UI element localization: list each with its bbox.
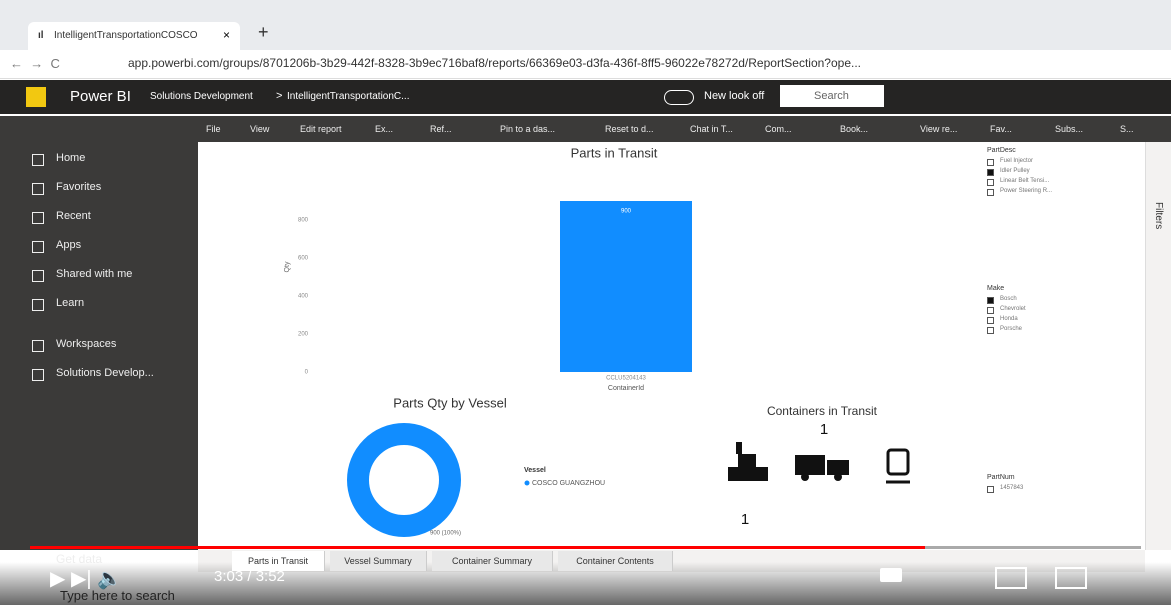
nav-icon — [32, 183, 44, 195]
nav-icon — [32, 340, 44, 352]
toolbar-item[interactable]: Ref... — [430, 124, 452, 134]
toolbar-item[interactable]: Subs... — [1055, 124, 1083, 134]
slicer-title: PartDesc — [987, 147, 1016, 154]
toolbar-item[interactable]: Chat in T... — [690, 124, 733, 134]
tab-title: IntelligentTransportationCOSCO — [54, 30, 214, 41]
y-axis-label: Qty — [284, 261, 291, 272]
toolbar-item[interactable]: Fav... — [990, 124, 1012, 134]
data-label: 900 — [621, 209, 632, 215]
slicer-item[interactable]: Honda — [1000, 316, 1018, 322]
theater-button[interactable] — [1055, 567, 1087, 589]
slicer-checkbox[interactable] — [987, 159, 994, 166]
filters-pane[interactable]: Filters — [1145, 142, 1171, 550]
toolbar-item[interactable]: Ex... — [375, 124, 393, 134]
progress-remaining[interactable] — [925, 546, 1141, 549]
y-tick-label: 200 — [298, 332, 309, 338]
slicer-title: PartNum — [987, 474, 1015, 481]
toolbar-item[interactable]: View re... — [920, 124, 957, 134]
nav-icon — [32, 212, 44, 224]
card-count: 1 — [741, 511, 749, 528]
y-tick-label: 400 — [298, 294, 309, 300]
toolbar-item[interactable]: Book... — [840, 124, 868, 134]
slicer-checkbox[interactable] — [987, 189, 994, 196]
address-bar: ← → C app.powerbi.com/groups/8701206b-3b… — [0, 50, 1171, 79]
nav-item[interactable]: Shared with me — [56, 268, 132, 280]
page-tab[interactable]: Container Summary — [432, 551, 553, 571]
bar — [560, 201, 692, 372]
taskbar-search[interactable]: Type here to search — [60, 588, 175, 603]
data-label: 900 (100%) — [430, 531, 461, 537]
slicer-item[interactable]: Fuel Injector — [1000, 158, 1033, 164]
slicer-checkbox[interactable] — [987, 169, 994, 176]
x-axis-label: ContainerId — [608, 385, 644, 392]
slicer-item[interactable]: Porsche — [1000, 326, 1022, 332]
toolbar-item[interactable]: Com... — [765, 124, 792, 134]
chart-title: Parts in Transit — [571, 145, 658, 160]
page: ıl IntelligentTransportationCOSCO × + ← … — [0, 0, 1171, 605]
y-tick-label: 600 — [298, 256, 309, 262]
slicer-item[interactable]: Bosch — [1000, 296, 1017, 302]
nav-item[interactable]: Home — [56, 152, 85, 164]
nav-item[interactable]: Apps — [56, 239, 81, 251]
toggle-label: New look off — [704, 90, 764, 102]
toolbar-item[interactable]: Reset to d... — [605, 124, 654, 134]
slicer-checkbox[interactable] — [987, 307, 994, 314]
legend-title: Vessel — [524, 467, 546, 474]
slicer-item[interactable]: Chevrolet — [1000, 306, 1026, 312]
slicer-checkbox[interactable] — [987, 317, 994, 324]
slicer-item[interactable]: Idler Pulley — [1000, 168, 1030, 174]
slicer-checkbox[interactable] — [987, 297, 994, 304]
page-tab[interactable]: Container Contents — [558, 551, 673, 571]
slicer-item[interactable]: 1457843 — [1000, 485, 1023, 491]
x-tick-label: CCLU5204143 — [606, 376, 646, 382]
nav-item[interactable]: Favorites — [56, 181, 101, 193]
miniplayer-button[interactable] — [995, 567, 1027, 589]
app-name: Power BI — [70, 88, 131, 105]
toolbar-item[interactable]: S... — [1120, 124, 1134, 134]
nav-item[interactable]: Solutions Develop... — [56, 367, 154, 379]
toggle[interactable] — [664, 90, 694, 105]
y-tick-label: 800 — [298, 218, 309, 224]
app-header: Power BI Solutions Development > Intelli… — [0, 80, 1171, 114]
nav-buttons[interactable]: ← → C — [10, 56, 60, 71]
progress-played[interactable] — [30, 546, 925, 549]
nav-icon — [32, 241, 44, 253]
captions-button[interactable] — [880, 568, 902, 582]
nav-item[interactable]: Workspaces — [56, 338, 116, 350]
page-tab[interactable]: Parts in Transit — [232, 551, 325, 571]
search-box[interactable]: Search — [780, 85, 884, 107]
slicer-title: Make — [987, 285, 1004, 292]
nav-icon — [32, 369, 44, 381]
slicer-checkbox[interactable] — [987, 327, 994, 334]
card-count: 1 — [820, 421, 828, 438]
nav-icon — [32, 270, 44, 282]
nav-item[interactable]: Learn — [56, 297, 84, 309]
slicer-item[interactable]: Linear Belt Tensi... — [1000, 178, 1049, 184]
toolbar-item[interactable]: Edit report — [300, 124, 342, 134]
legend-label: COSCO GUANGZHOU — [532, 480, 605, 487]
nav-item[interactable]: Recent — [56, 210, 91, 222]
toolbar-item[interactable]: Pin to a das... — [500, 124, 555, 134]
separator: > — [276, 90, 282, 102]
page-tab[interactable]: Vessel Summary — [330, 551, 427, 571]
toolbar-item[interactable]: File — [206, 124, 221, 134]
report-name: IntelligentTransportationC... — [287, 91, 409, 102]
toolbar-item[interactable]: View — [250, 124, 269, 134]
filters-label: Filters — [1153, 202, 1164, 229]
slicer-item[interactable]: Power Steering R... — [1000, 188, 1052, 194]
legend-marker — [525, 481, 530, 486]
workspace[interactable]: Solutions Development — [150, 91, 253, 102]
chart-title: Parts Qty by Vessel — [393, 395, 507, 410]
url[interactable]: app.powerbi.com/groups/8701206b-3b29-442… — [128, 56, 908, 70]
app-launcher[interactable] — [26, 87, 46, 107]
slicer-checkbox[interactable] — [987, 486, 994, 493]
browser-tab[interactable]: ıl IntelligentTransportationCOSCO × — [28, 22, 240, 50]
new-tab[interactable]: + — [258, 22, 269, 43]
card-title: Containers in Transit — [767, 404, 878, 418]
nav-icon — [32, 154, 44, 166]
close-tab[interactable]: × — [223, 28, 230, 42]
slicer-checkbox[interactable] — [987, 179, 994, 186]
nav-icon — [32, 299, 44, 311]
